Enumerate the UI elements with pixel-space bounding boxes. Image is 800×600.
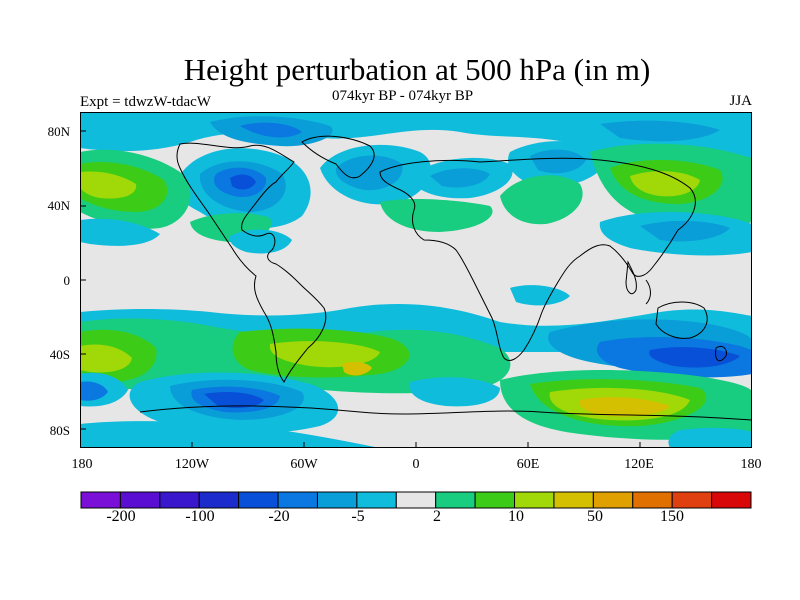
colorbar-label-150: 150 <box>660 508 684 525</box>
colorbar-label-m200: -200 <box>106 508 136 525</box>
colorbar-label-50: 50 <box>587 508 603 525</box>
lon-label-120w: 120W <box>174 457 210 472</box>
lon-label-120e: 120E <box>624 457 654 472</box>
field-sp-blue <box>80 421 380 448</box>
field-se-gold <box>579 397 670 417</box>
lon-label-180w: 180 <box>71 457 93 472</box>
field-ssi-blue <box>668 427 752 448</box>
field-pac-yellow <box>630 171 700 197</box>
coastlines <box>139 135 752 421</box>
colorbar-label-2: 2 <box>433 508 441 525</box>
field-eu-blue-mid <box>430 168 490 188</box>
lat-label-40s: 40S <box>49 347 70 362</box>
field-sw-blue-mid <box>80 381 108 401</box>
colorbar-swatch-15 <box>671 491 713 509</box>
field-ca-blue <box>229 229 292 254</box>
lat-label-80s: 80S <box>49 423 70 438</box>
colorbar-swatch-4 <box>238 491 279 509</box>
colorbar-swatch-14 <box>632 491 673 509</box>
field-arctic-east <box>600 120 720 142</box>
field-arctic-core <box>240 122 302 138</box>
colorbar-swatch-16 <box>711 491 752 509</box>
field-wpac-blue-mid <box>640 220 730 242</box>
colorbar-swatch-12 <box>553 491 594 509</box>
colorbar-swatch-9 <box>435 491 476 509</box>
map-ticks <box>80 130 641 448</box>
field-na-blue-deep <box>230 174 256 190</box>
field-asia-green <box>500 175 583 225</box>
period-label: 074kyr BP - 074kyr BP <box>332 88 474 104</box>
field-s-yellow <box>269 341 380 368</box>
contour-map <box>80 112 752 448</box>
plot-title: Height perturbation at 500 hPa (in m) <box>183 52 651 87</box>
lon-label-60w: 60W <box>290 457 318 472</box>
lon-label-0: 0 <box>412 457 420 472</box>
colorbar-label-10: 10 <box>508 508 524 525</box>
colorbar-swatch-7 <box>356 491 397 509</box>
field-sw-lime <box>80 344 132 373</box>
experiment-label: Expt = tdwzW-tdacW <box>80 94 211 110</box>
field-natl-green <box>380 199 493 232</box>
colorbar-label-m5: -5 <box>351 508 365 525</box>
colorbar-swatch-5 <box>277 491 318 509</box>
lon-label-180e: 180 <box>740 457 762 472</box>
colorbar-label-m20: -20 <box>268 508 290 525</box>
colorbar <box>80 491 752 509</box>
field-npac-lime <box>80 171 137 199</box>
lat-label-0: 0 <box>63 273 71 288</box>
colorbar-swatch-0 <box>80 491 121 509</box>
colorbar-swatch-11 <box>514 491 555 509</box>
field-aus-deep <box>649 347 740 368</box>
colorbar-swatch-2 <box>159 491 200 509</box>
lat-label-40n: 40N <box>47 198 70 213</box>
colorbar-swatch-8 <box>395 491 437 509</box>
field-sat-blue <box>409 377 500 407</box>
colorbar-swatch-13 <box>592 491 634 509</box>
field-trop-blue <box>510 285 570 306</box>
season-label: JJA <box>729 93 752 109</box>
colorbar-label-m100: -100 <box>185 508 215 525</box>
colorbar-swatch-6 <box>316 491 358 509</box>
field-nepac-blue <box>80 218 160 246</box>
colorbar-swatch-3 <box>198 491 240 509</box>
colorbar-swatch-1 <box>119 491 161 509</box>
lon-label-60e: 60E <box>516 457 540 472</box>
colorbar-swatch-10 <box>474 491 516 509</box>
field-asia-blue-mid <box>530 149 586 174</box>
field-s-orange <box>342 361 372 376</box>
field-so-blue-deep <box>204 392 264 408</box>
lat-label-80n: 80N <box>47 124 70 139</box>
